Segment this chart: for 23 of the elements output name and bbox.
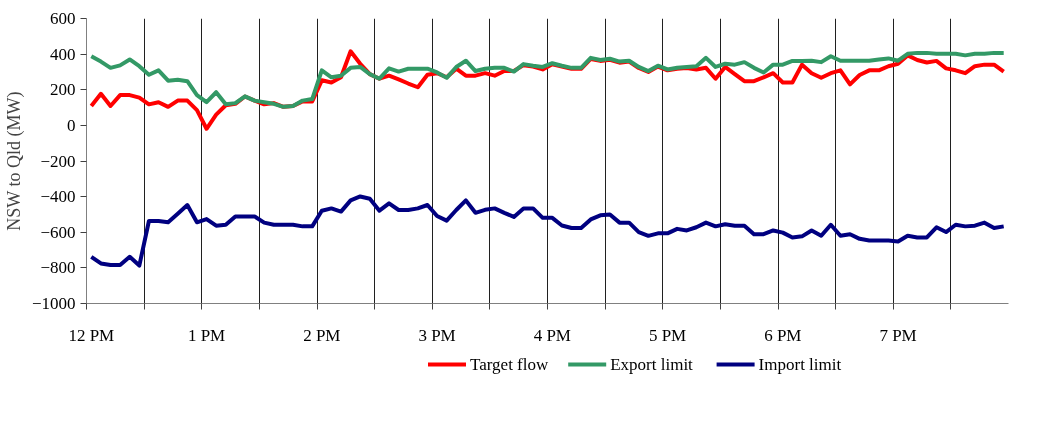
x-tick-label: 3 PM [418, 325, 456, 345]
y-tick-label: 0 [67, 115, 76, 135]
y-axis-title: NSW to Qld (MW) [3, 91, 25, 231]
y-tick-label: −800 [40, 258, 76, 278]
legend-label: Export limit [610, 355, 694, 374]
x-tick-label: 12 PM [68, 325, 115, 345]
line-series [89, 194, 1006, 268]
x-tick-label: 4 PM [533, 325, 571, 345]
legend-label: Import limit [758, 355, 842, 374]
y-tick-label: −400 [40, 187, 76, 207]
line-series [89, 50, 1006, 109]
y-tick-label: −200 [40, 151, 76, 171]
x-tick-label: 2 PM [303, 325, 341, 345]
y-tick-label: 600 [50, 9, 76, 28]
x-tick-label: 1 PM [187, 325, 226, 345]
x-tick-label: 7 PM [879, 325, 917, 345]
y-tick-label: 400 [50, 44, 76, 64]
y-tick-label: 200 [50, 80, 76, 100]
x-tick-label: 5 PM [648, 325, 687, 345]
y-tick-label: −1000 [31, 294, 76, 313]
y-tick-label: −600 [40, 222, 76, 242]
x-tick-label: 6 PM [764, 325, 802, 345]
legend-label: Target flow [470, 355, 549, 374]
